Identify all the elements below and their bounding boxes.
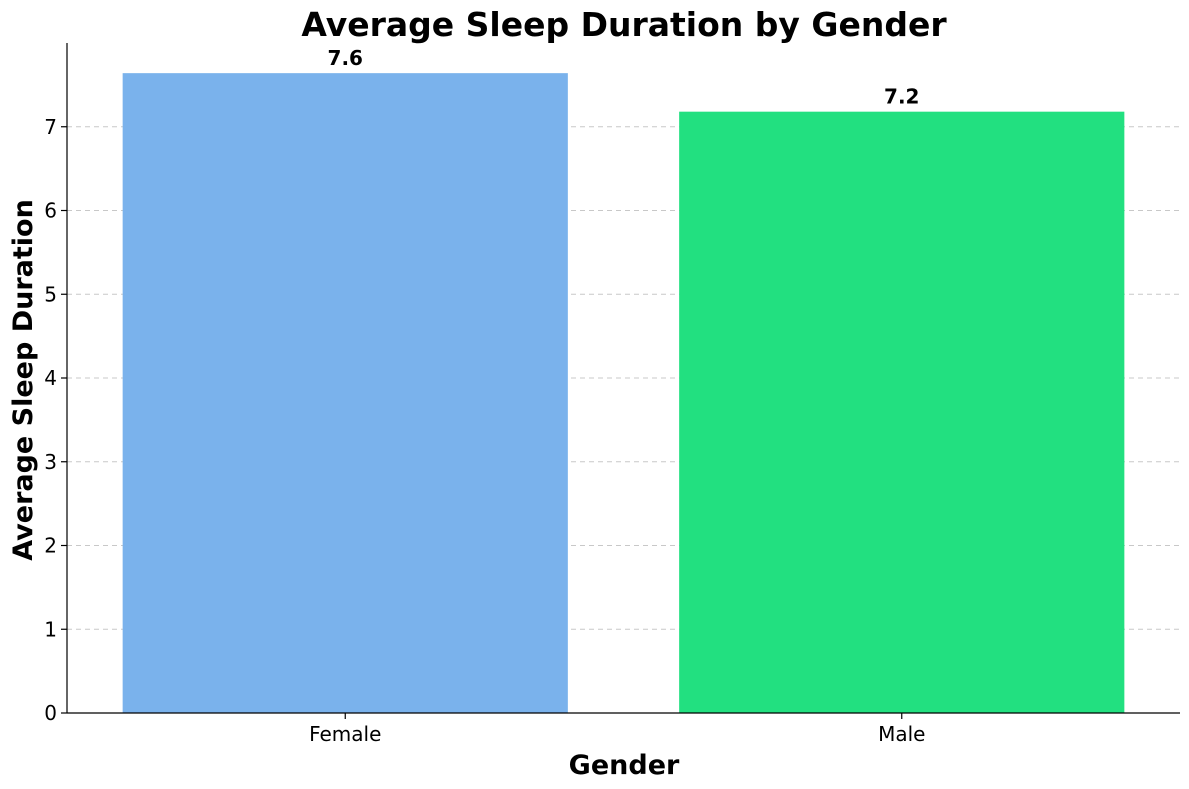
y-tick-label: 6 (44, 199, 57, 223)
bar-series (122, 73, 1125, 714)
chart-title: Average Sleep Duration by Gender (301, 5, 947, 44)
y-tick-label: 0 (44, 701, 57, 725)
x-tick-label: Male (878, 722, 925, 746)
y-tick-label: 5 (44, 282, 57, 306)
y-tick-label: 7 (44, 115, 57, 139)
y-tick-label: 1 (44, 617, 57, 641)
x-axis-ticks: Female Male (309, 713, 925, 746)
y-axis-title: Average Sleep Duration (8, 199, 39, 561)
bar-value-labels: 7.6 7.2 (328, 46, 920, 109)
bar-male (679, 111, 1125, 714)
y-tick-label: 3 (44, 450, 57, 474)
x-tick-label: Female (309, 722, 381, 746)
bar-value-label: 7.6 (328, 46, 363, 70)
bar-female (122, 73, 568, 713)
x-axis-title: Gender (569, 750, 680, 781)
y-tick-label: 2 (44, 534, 57, 558)
bar-value-label: 7.2 (884, 85, 919, 109)
y-tick-label: 4 (44, 366, 57, 390)
y-axis-ticks: 0 1 2 3 4 5 6 7 (44, 115, 67, 725)
